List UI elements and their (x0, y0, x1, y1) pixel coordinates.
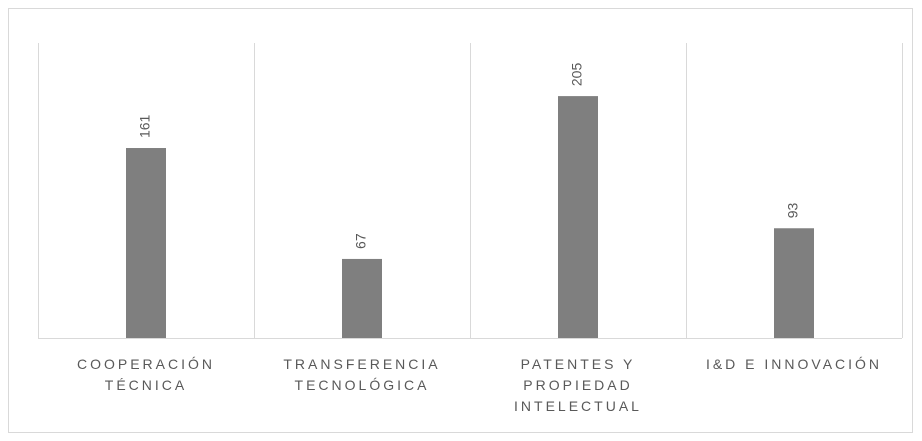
data-label: 205 (569, 63, 585, 87)
data-label: 67 (353, 233, 369, 249)
bar (774, 228, 814, 338)
x-tick-label: TRANSFERENCIA TECNOLÓGICA (283, 356, 441, 393)
bar (342, 258, 382, 338)
x-tick-label: COOPERACIÓN TÉCNICA (76, 356, 215, 393)
bar (558, 96, 598, 338)
data-label: 161 (137, 114, 153, 138)
x-tick-label: PATENTES Y PROPIEDAD INTELECTUAL (514, 356, 642, 414)
bar (126, 148, 166, 338)
data-label: 93 (785, 202, 801, 218)
x-tick-label: I&D E INNOVACIÓN (705, 356, 883, 372)
chart-border (8, 8, 913, 433)
